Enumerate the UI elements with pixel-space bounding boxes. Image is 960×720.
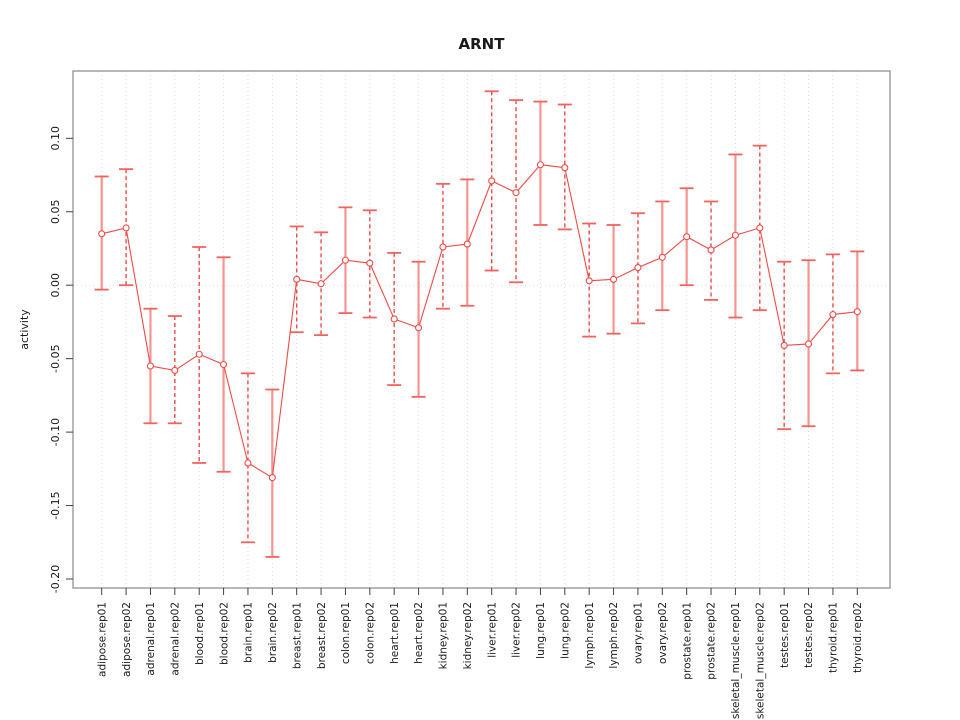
gridlines [73, 71, 890, 588]
x-tick-label: thyroid.rep01 [828, 602, 840, 673]
x-tick-label: heart.rep02 [413, 602, 425, 664]
x-tick-label: testes.rep02 [803, 602, 815, 668]
error-bar [557, 103, 572, 231]
markers [98, 161, 861, 482]
error-bars [94, 90, 865, 558]
data-point-marker [195, 350, 203, 358]
x-tick-label: skeletal_muscle.rep02 [754, 602, 766, 719]
chart-title: ARNT [459, 35, 506, 53]
data-point-marker [804, 340, 813, 348]
error-bar [484, 90, 499, 272]
data-point-marker [171, 366, 179, 374]
data-point-marker [146, 362, 154, 370]
data-point-marker [317, 280, 325, 288]
x-tick-label: liver.rep01 [486, 602, 498, 658]
x-tick-label: prostate.rep02 [706, 602, 718, 680]
error-bar [435, 182, 450, 310]
x-tick-label: liver.rep02 [511, 602, 523, 658]
x-tick-label: ovary.rep02 [657, 602, 669, 664]
x-tick-label: breast.rep01 [291, 602, 303, 669]
error-bar [167, 315, 182, 425]
data-point-marker [707, 246, 715, 254]
error-bar [752, 144, 767, 312]
y-tick-label: 0.00 [49, 273, 62, 298]
data-point-marker [220, 360, 228, 369]
x-tick-label: lung.rep02 [559, 602, 571, 659]
x-tick-label: adrenal.rep02 [169, 602, 181, 676]
data-point-marker [731, 231, 739, 239]
x-tick-label: thyroid.rep02 [852, 602, 864, 673]
data-point-marker [439, 243, 447, 251]
data-point-marker [780, 341, 788, 349]
data-point-marker [585, 277, 593, 285]
plot-frame [72, 70, 891, 589]
data-point-marker [268, 474, 276, 482]
x-tick-label: lymph.rep02 [608, 602, 620, 669]
data-point-marker [122, 224, 130, 232]
data-point-marker [415, 324, 423, 332]
data-point-marker [561, 164, 569, 172]
y-tick-label: 0.05 [49, 200, 62, 225]
y-axis-title: activity [18, 309, 31, 350]
x-tick-label: adipose.rep02 [121, 602, 133, 677]
x-axis: adipose.rep01 adipose.rep02 adrenal.rep01 a… [96, 588, 864, 719]
x-tick-label: lymph.rep01 [584, 602, 596, 669]
x-tick-label: colon.rep01 [340, 602, 352, 664]
x-tick-label: ovary.rep01 [633, 602, 645, 664]
data-point-marker [390, 315, 398, 323]
data-point-marker [658, 253, 666, 261]
data-point-marker [98, 230, 106, 238]
x-tick-label: brain.rep02 [267, 602, 279, 663]
x-tick-label: heart.rep01 [389, 602, 401, 664]
error-bar [240, 372, 255, 544]
data-point-marker [244, 459, 252, 467]
x-tick-label: blood.rep02 [218, 602, 230, 665]
data-point-marker [488, 177, 496, 185]
data-point-marker [512, 189, 520, 197]
x-tick-label: breast.rep02 [316, 602, 328, 669]
x-tick-label: brain.rep01 [243, 602, 255, 663]
y-tick-label: -0.05 [49, 344, 62, 372]
x-tick-label: prostate.rep01 [681, 602, 693, 680]
x-tick-label: kidney.rep02 [462, 602, 474, 669]
x-tick-label: skeletal_muscle.rep01 [730, 602, 742, 719]
x-tick-label: adipose.rep01 [96, 602, 108, 677]
data-point-marker [756, 224, 764, 232]
data-point-marker [634, 264, 642, 272]
data-point-marker [341, 256, 349, 264]
x-tick-label: adrenal.rep01 [145, 602, 157, 676]
data-point-marker [610, 275, 618, 283]
data-point-marker [829, 311, 837, 319]
series-line [101, 164, 858, 479]
y-tick-label: -0.20 [49, 565, 62, 593]
y-tick-label: -0.10 [49, 418, 62, 446]
y-axis: 0.10 0.05 0.00 -0.05 -0.10 -0.15 -0.20 [49, 126, 73, 593]
data-point-marker [683, 233, 691, 241]
x-tick-label: blood.rep01 [194, 602, 206, 665]
data-point-marker [853, 308, 861, 316]
y-tick-label: -0.15 [49, 491, 62, 519]
y-tick-label: 0.10 [49, 126, 62, 151]
x-tick-label: kidney.rep01 [438, 602, 450, 669]
data-point-marker [293, 275, 301, 283]
error-bar [362, 209, 377, 319]
x-tick-label: testes.rep01 [779, 602, 791, 668]
error-bar [630, 212, 645, 325]
data-point-marker [366, 259, 374, 267]
data-point-marker [463, 240, 471, 248]
x-tick-label: lung.rep01 [535, 602, 547, 659]
error-bar [777, 260, 792, 431]
x-tick-label: colon.rep02 [364, 602, 376, 664]
data-point-marker [536, 161, 544, 169]
